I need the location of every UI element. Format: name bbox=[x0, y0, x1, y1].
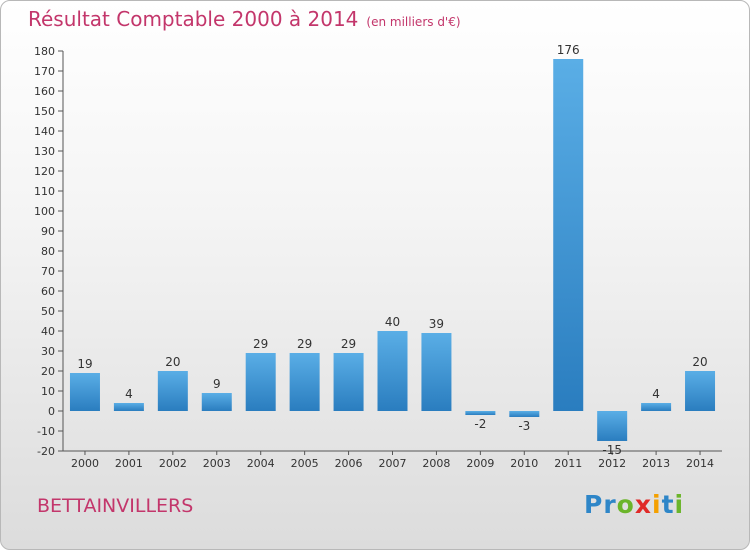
bar bbox=[685, 371, 716, 411]
x-tick-label: 2013 bbox=[642, 457, 670, 470]
x-tick-label: 2014 bbox=[686, 457, 714, 470]
data-label: 40 bbox=[385, 315, 400, 329]
y-tick-label: 120 bbox=[34, 165, 55, 178]
x-tick-label: 2008 bbox=[422, 457, 450, 470]
x-tick-label: 2011 bbox=[554, 457, 582, 470]
commune-name: BETTAINVILLERS bbox=[37, 495, 194, 517]
y-tick-label: 50 bbox=[41, 305, 55, 318]
x-tick-label: 2000 bbox=[71, 457, 99, 470]
logo-letter: i bbox=[674, 490, 685, 519]
logo-letter: o bbox=[616, 490, 635, 519]
axes: -20 -10 0 10 20 30 40 50 60 70 80 90 100 110 120 130 140… bbox=[34, 45, 722, 470]
title-text: Résultat Comptable 2000 à 2014 bbox=[28, 7, 359, 31]
y-tick-label: 100 bbox=[34, 205, 55, 218]
bar bbox=[377, 331, 408, 411]
bar bbox=[465, 411, 496, 415]
data-label: 176 bbox=[557, 43, 580, 57]
data-label: 19 bbox=[77, 357, 92, 371]
data-label: 20 bbox=[165, 355, 180, 369]
bar bbox=[333, 353, 364, 411]
x-tick-label: 2010 bbox=[510, 457, 538, 470]
y-tick-label: 40 bbox=[41, 325, 55, 338]
bar bbox=[113, 403, 144, 411]
y-tick-label: 180 bbox=[34, 45, 55, 58]
data-labels: 19 4 20 9 29 29 29 40 39 -2 -3 176 -15 4 20 bbox=[77, 43, 707, 457]
bar bbox=[289, 353, 320, 411]
bar bbox=[69, 373, 100, 411]
y-tick-label: 160 bbox=[34, 85, 55, 98]
data-label: 29 bbox=[297, 337, 312, 351]
logo-letter: P bbox=[584, 490, 604, 519]
y-tick-label: 30 bbox=[41, 345, 55, 358]
x-tick-label: 2003 bbox=[203, 457, 231, 470]
bar bbox=[421, 333, 452, 411]
y-tick-label: 10 bbox=[41, 385, 55, 398]
y-tick-label: -10 bbox=[37, 425, 55, 438]
bar bbox=[201, 393, 232, 411]
x-tick-label: 2012 bbox=[598, 457, 626, 470]
bar bbox=[597, 411, 628, 441]
data-label: 39 bbox=[429, 317, 444, 331]
bar bbox=[157, 371, 188, 411]
y-tick-label: 90 bbox=[41, 225, 55, 238]
data-label: -2 bbox=[474, 417, 486, 431]
y-tick-label: 130 bbox=[34, 145, 55, 158]
y-tick-label: 80 bbox=[41, 245, 55, 258]
y-tick-label: 0 bbox=[48, 405, 55, 418]
data-label: -3 bbox=[518, 419, 530, 433]
x-tick-label: 2009 bbox=[466, 457, 494, 470]
y-tick-label: 110 bbox=[34, 185, 55, 198]
data-label: 29 bbox=[341, 337, 356, 351]
x-tick-label: 2004 bbox=[247, 457, 275, 470]
x-tick-label: 2002 bbox=[159, 457, 187, 470]
bar bbox=[245, 353, 276, 411]
chart-title: Résultat Comptable 2000 à 2014 (en millie… bbox=[28, 7, 461, 31]
bar bbox=[509, 411, 540, 417]
proxiti-logo: Proxiti bbox=[584, 490, 684, 519]
y-tick-label: 20 bbox=[41, 365, 55, 378]
y-tick-label: 170 bbox=[34, 65, 55, 78]
x-tick-label: 2006 bbox=[335, 457, 363, 470]
y-tick-label: 140 bbox=[34, 125, 55, 138]
data-label: 20 bbox=[692, 355, 707, 369]
bar bbox=[641, 403, 672, 411]
logo-letter: t bbox=[661, 490, 675, 519]
y-tick-label: 60 bbox=[41, 285, 55, 298]
unit-text: (en milliers d'€) bbox=[366, 15, 461, 29]
data-label: 4 bbox=[652, 387, 660, 401]
y-tick-label: 150 bbox=[34, 105, 55, 118]
logo-letter: r bbox=[603, 490, 617, 519]
x-tick-label: 2007 bbox=[379, 457, 407, 470]
data-label: 29 bbox=[253, 337, 268, 351]
logo-letter: x bbox=[634, 490, 652, 519]
bars bbox=[69, 59, 716, 441]
x-tick-label: 2005 bbox=[291, 457, 319, 470]
y-tick-label: 70 bbox=[41, 265, 55, 278]
bar bbox=[553, 59, 584, 411]
x-tick-label: 2001 bbox=[115, 457, 143, 470]
y-tick-label: -20 bbox=[37, 445, 55, 458]
data-label: 4 bbox=[125, 387, 133, 401]
logo-letter: i bbox=[652, 490, 662, 519]
data-label: 9 bbox=[213, 377, 221, 391]
data-label: -15 bbox=[602, 443, 622, 457]
